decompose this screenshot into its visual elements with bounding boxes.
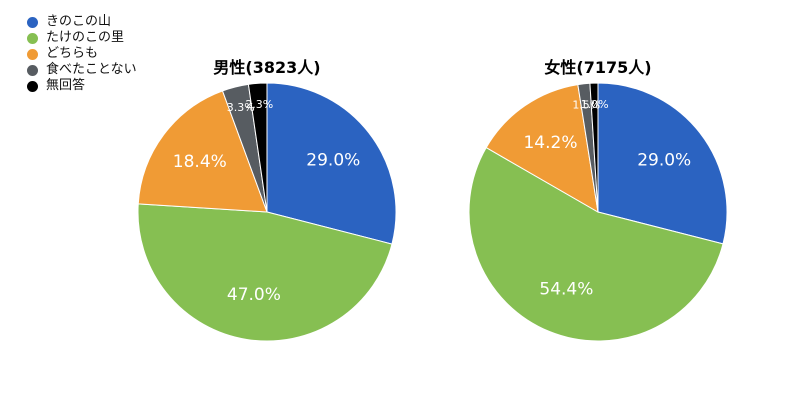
pie-slice-male-kinoko [266, 82, 397, 245]
slice-label-male-kinoko: 29.0% [306, 151, 360, 171]
pie-slice-male-both [137, 90, 268, 213]
slice-label-female-never-eaten: 1.5% [572, 99, 600, 112]
pie-chart-male: 男性(3823人) 29.0% 47.0% 18.4% 3.3%2.3% [137, 58, 397, 342]
pie-slices-female [468, 82, 728, 342]
legend-label-takenoko: たけのこの里 [46, 30, 125, 45]
legend-swatch-never-eaten [27, 64, 38, 76]
legend-swatch-no-answer [27, 80, 38, 92]
legend-item-never-eaten: 食べたことない [27, 62, 137, 78]
legend-label-never-eaten: 食べたことない [46, 62, 137, 77]
slice-label-female-both: 14.2% [523, 133, 577, 153]
legend-label-no-answer: 無回答 [46, 78, 86, 93]
slice-label-female-kinoko: 29.0% [637, 151, 691, 171]
pie-slice-female-no-answer [589, 82, 599, 213]
legend-item-kinoko: きのこの山 [27, 14, 137, 30]
pie-slice-female-takenoko [468, 146, 724, 342]
chart-title-male: 男性(3823人) [213, 58, 320, 77]
slice-label-male-takenoko: 47.0% [227, 285, 281, 305]
legend-swatch-both [27, 48, 38, 60]
pie-slice-male-takenoko [137, 203, 393, 342]
pie-slice-female-both [485, 84, 599, 213]
slice-label-female-no-answer: 1.0% [581, 98, 609, 111]
chart-title-female: 女性(7175人) [544, 58, 651, 77]
legend-item-takenoko: たけのこの里 [27, 30, 137, 46]
chart-legend: きのこの山 たけのこの里 どちらも 食べたことない 無回答 [27, 14, 137, 94]
pie-slice-female-kinoko [597, 82, 728, 245]
pie-labels-female: 29.0% 54.4% 14.2% 1.5%1.0% [523, 98, 691, 300]
legend-item-no-answer: 無回答 [27, 78, 137, 94]
legend-swatch-takenoko [27, 32, 38, 44]
slice-label-female-takenoko: 54.4% [539, 280, 593, 300]
legend-label-kinoko: きのこの山 [46, 14, 112, 29]
pie-slices-male [137, 82, 397, 342]
pie-chart-female: 女性(7175人) 29.0% 54.4% 14.2% 1.5%1.0% [468, 58, 728, 342]
legend-swatch-kinoko [27, 16, 38, 28]
legend-item-both: どちらも [27, 46, 137, 62]
pie-labels-male: 29.0% 47.0% 18.4% 3.3%2.3% [173, 98, 361, 305]
pie-slice-male-no-answer [247, 82, 268, 213]
slice-label-male-no-answer: 2.3% [245, 98, 273, 111]
legend-label-both: どちらも [46, 46, 99, 61]
slice-label-male-both: 18.4% [173, 152, 227, 172]
slice-label-male-never-eaten: 3.3% [227, 101, 255, 114]
